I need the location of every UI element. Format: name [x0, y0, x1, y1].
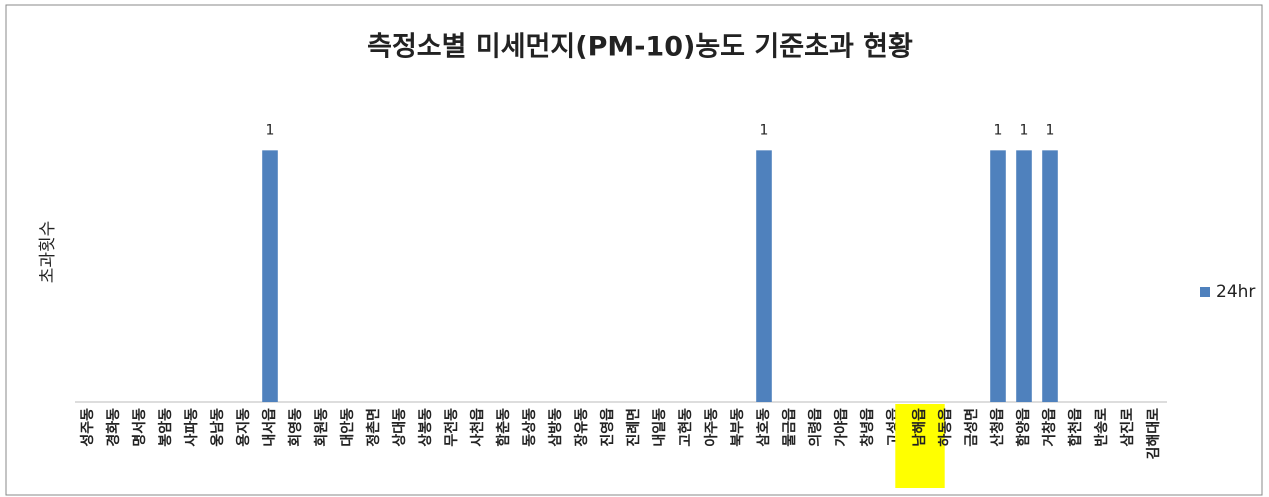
x-tick-label: 진례면	[625, 408, 642, 447]
x-tick-label: 상봉동	[418, 408, 434, 447]
x-tick-label: 정촌면	[365, 408, 382, 447]
x-tick-label: 합천읍	[1067, 408, 1084, 447]
x-tick-label: 금성면	[963, 408, 980, 447]
x-tick-label: 남해읍	[911, 408, 928, 447]
x-tick-label: 삼진로	[1119, 408, 1136, 447]
x-tick-label: 거창읍	[1041, 408, 1058, 447]
chart-title: 측정소별 미세먼지(PM-10)농도 기준초과 현황	[367, 32, 913, 63]
x-tick-label: 물금읍	[782, 408, 798, 447]
x-tick-label: 삼호동	[756, 408, 772, 447]
data-label: 1	[1020, 122, 1029, 138]
category-highlight	[895, 404, 945, 488]
bar	[1042, 150, 1058, 402]
x-tick-label: 반송로	[1093, 408, 1110, 447]
x-tick-label: 용지동	[236, 408, 252, 447]
x-tick-label: 가야읍	[833, 408, 850, 447]
x-tick-label: 웅남동	[209, 408, 226, 447]
bar	[990, 150, 1006, 402]
x-tick-label: 봉암동	[157, 408, 174, 447]
x-tick-label: 하동읍	[937, 408, 954, 447]
x-tick-label: 무전동	[443, 408, 460, 447]
x-tick-label: 경화동	[105, 408, 122, 447]
x-tick-label: 고현동	[678, 408, 694, 447]
x-tick-label: 회영동	[287, 408, 304, 447]
bar	[262, 150, 278, 402]
bar	[756, 150, 772, 402]
x-tick-label: 북부동	[730, 408, 746, 447]
x-tick-label: 내일동	[652, 408, 668, 447]
x-tick-label: 성주동	[80, 408, 96, 447]
x-tick-label: 동상동	[522, 408, 538, 447]
x-tick-label: 의령읍	[807, 408, 824, 447]
x-tick-label: 내서읍	[262, 408, 278, 447]
legend-label: 24hr	[1216, 282, 1255, 302]
x-tick-label: 함양읍	[1015, 408, 1032, 447]
x-tick-label: 사천읍	[470, 408, 486, 447]
data-label: 1	[266, 122, 275, 138]
x-tick-label: 창녕읍	[859, 408, 876, 447]
x-tick-label: 진영읍	[599, 408, 616, 447]
x-tick-label: 아주동	[703, 408, 720, 447]
x-tick-label: 명서동	[131, 408, 148, 447]
x-tick-label: 상대동	[392, 408, 408, 447]
x-tick-label: 삼방동	[547, 408, 564, 447]
x-tick-label: 함춘동	[495, 408, 512, 447]
bar	[1016, 150, 1032, 402]
data-label: 1	[994, 122, 1003, 138]
data-label: 1	[760, 122, 769, 138]
x-tick-label: 김해대로	[1145, 408, 1162, 460]
data-label: 1	[1046, 122, 1055, 138]
x-tick-label: 사파동	[184, 408, 200, 447]
x-tick-label: 산청읍	[989, 408, 1006, 447]
legend-swatch	[1200, 287, 1210, 297]
y-axis-title: 초과횟수	[38, 221, 58, 284]
x-tick-label: 장유동	[573, 408, 590, 447]
x-tick-label: 회원동	[314, 408, 330, 447]
x-tick-label: 대안동	[339, 408, 356, 447]
